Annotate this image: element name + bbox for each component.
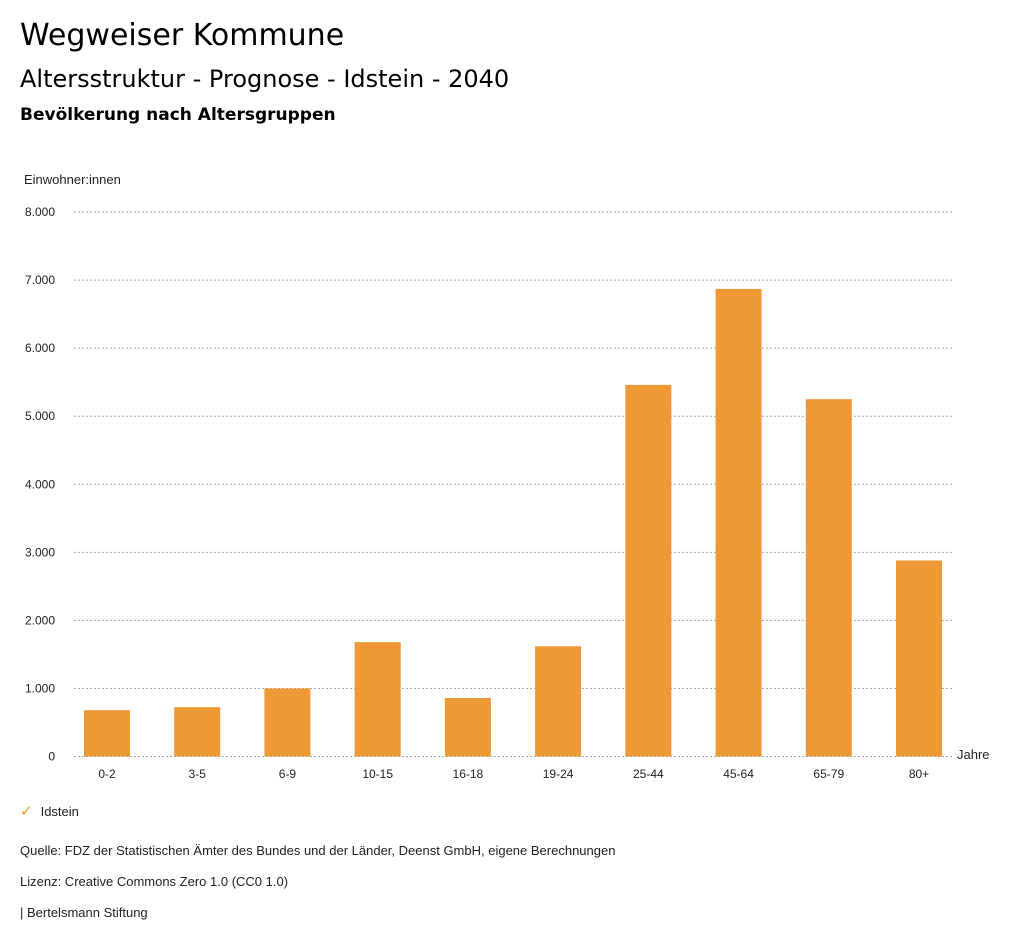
- y-tick-label: 0: [48, 750, 55, 764]
- bar-45-64: [715, 288, 762, 757]
- license-text: Lizenz: Creative Commons Zero 1.0 (CC0 1…: [20, 874, 289, 889]
- bar-3-5: [174, 707, 221, 757]
- publisher-text: | Bertelsmann Stiftung: [20, 905, 148, 920]
- bar-6-9: [264, 688, 311, 757]
- y-tick-label: 7.000: [25, 273, 55, 287]
- source-text: Quelle: FDZ der Statistischen Ämter des …: [20, 843, 616, 858]
- x-tick-label: 10-15: [362, 767, 393, 781]
- bar-chart: Einwohner:innen Jahre 0 1.000 2.000 3.000 4.00…: [24, 172, 990, 781]
- x-tick-label: 65-79: [813, 767, 844, 781]
- bar-0-2: [84, 710, 130, 757]
- bar-16-18: [444, 697, 491, 757]
- bar-10-15: [354, 642, 401, 757]
- check-icon: ✓: [20, 803, 33, 820]
- x-tick-label: 19-24: [543, 767, 574, 781]
- bar-65-79: [805, 399, 852, 757]
- y-tick-label: 5.000: [25, 409, 55, 423]
- y-tick-label: 2.000: [25, 613, 55, 627]
- legend-item-idstein[interactable]: ✓ Idstein: [20, 802, 79, 820]
- x-tick-label: 0-2: [98, 767, 116, 781]
- y-tick-label: 4.000: [25, 477, 55, 491]
- y-axis-label: Einwohner:innen: [24, 172, 121, 187]
- app-title: Wegweiser Kommune: [20, 18, 345, 53]
- x-axis-label: Jahre: [957, 747, 990, 762]
- legend-label: Idstein: [40, 803, 79, 819]
- x-tick-label: 3-5: [189, 767, 207, 781]
- chart-title: Bevölkerung nach Altersgruppen: [20, 105, 336, 125]
- bar-19-24: [535, 646, 582, 757]
- x-tick-label: 25-44: [633, 767, 664, 781]
- y-tick-label: 6.000: [25, 341, 55, 355]
- x-tick-label: 16-18: [453, 767, 484, 781]
- x-tick-label: 6-9: [279, 767, 297, 781]
- bar-25-44: [625, 384, 672, 757]
- y-tick-label: 1.000: [25, 681, 55, 695]
- y-tick-label: 3.000: [25, 545, 55, 559]
- y-tick-label: 8.000: [25, 205, 55, 219]
- page-subtitle: Altersstruktur - Prognose - Idstein - 20…: [20, 65, 510, 93]
- x-tick-label: 45-64: [723, 767, 754, 781]
- bar-80+: [896, 560, 942, 757]
- x-tick-label: 80+: [909, 767, 929, 781]
